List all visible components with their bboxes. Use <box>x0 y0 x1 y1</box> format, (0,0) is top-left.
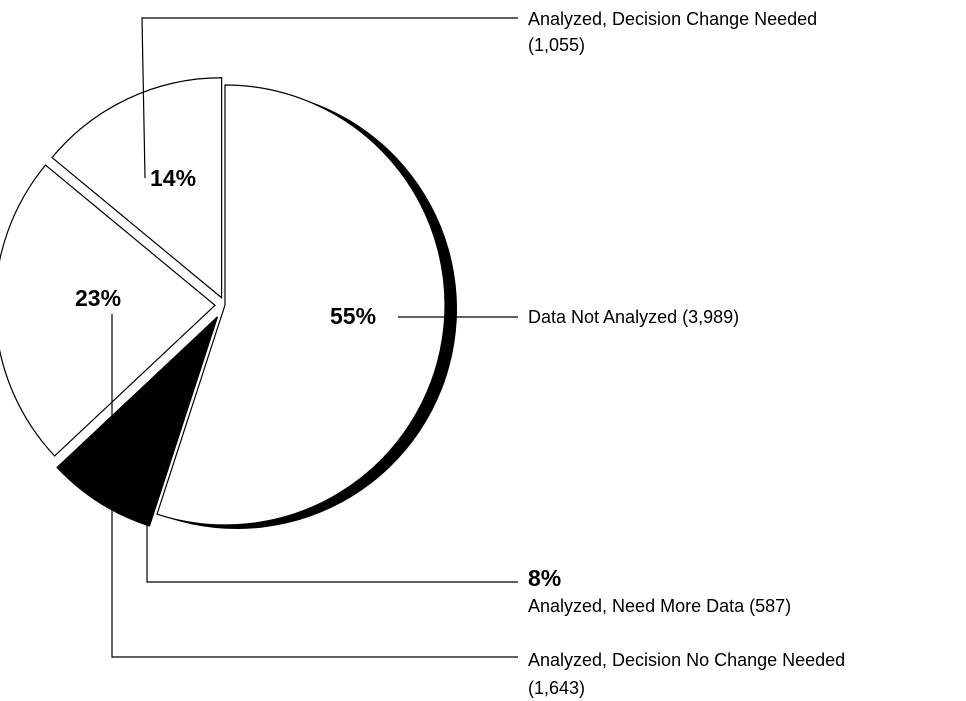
category-name: Analyzed, Need More Data <box>528 596 745 616</box>
category-name: Analyzed, Decision No Change Needed <box>528 650 845 670</box>
leader-line <box>111 314 518 658</box>
percent-label: 14% <box>150 165 196 191</box>
percent-label: 8% <box>528 565 561 591</box>
category-name: Data Not Analyzed <box>528 307 677 327</box>
category-count: (1,055) <box>528 35 585 55</box>
category-count: (1,643) <box>528 678 585 698</box>
percent-label: 23% <box>75 285 121 311</box>
slice <box>156 84 446 526</box>
leader-line <box>146 437 518 583</box>
category-count: (587) <box>749 596 791 616</box>
slice <box>0 164 216 457</box>
category-name: Analyzed, Decision Change Needed <box>528 9 817 29</box>
pie <box>0 77 458 529</box>
percent-label: 55% <box>330 303 376 329</box>
category-label: Analyzed, Need More Data (587) <box>528 596 791 616</box>
leader-line <box>141 17 518 179</box>
slice <box>51 77 223 300</box>
category-count: (3,989) <box>682 307 739 327</box>
category-label: Data Not Analyzed (3,989) <box>528 307 739 327</box>
